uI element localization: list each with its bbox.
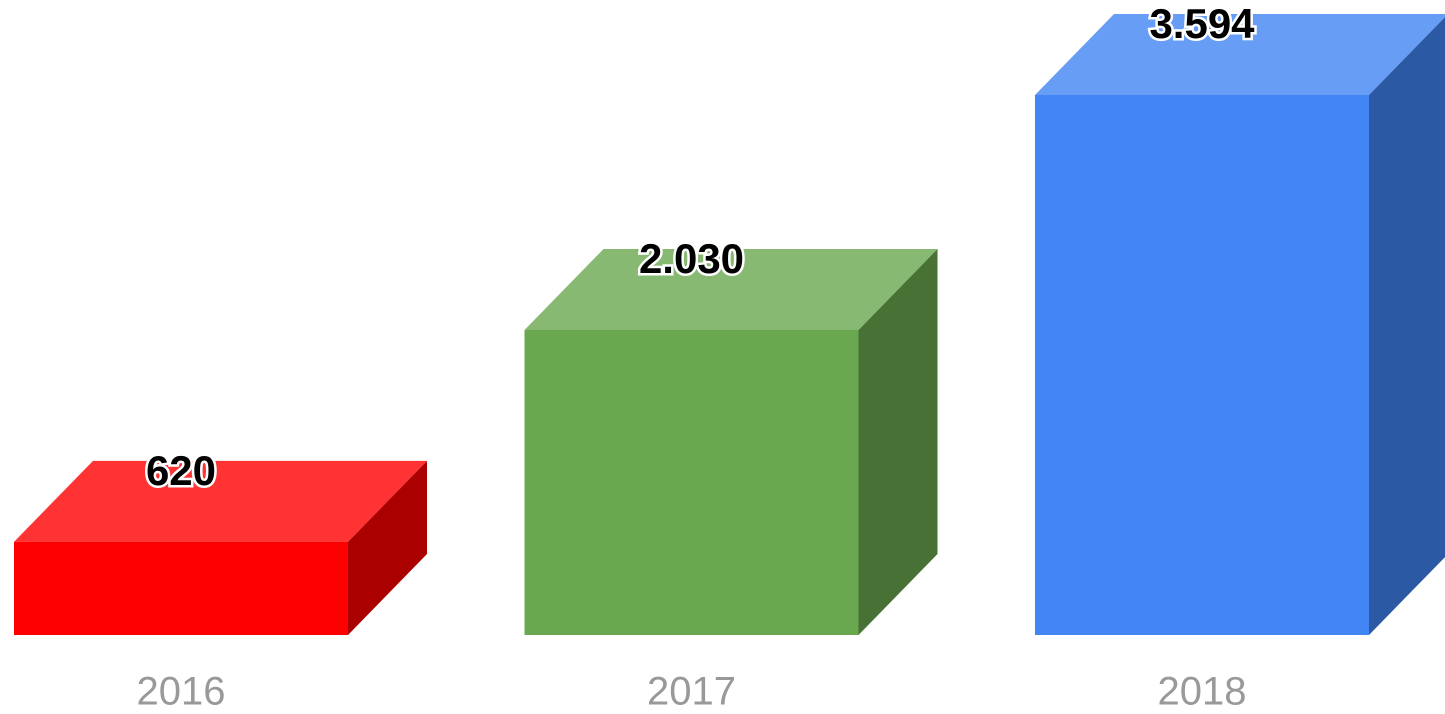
bar-top bbox=[524, 248, 938, 330]
bar-side bbox=[1369, 17, 1445, 635]
x-tick-label: 2016 bbox=[137, 670, 226, 714]
x-tick-label: 2018 bbox=[1158, 670, 1247, 714]
value-label: 2.030 bbox=[639, 235, 744, 282]
bar-side bbox=[348, 460, 427, 635]
bar-front bbox=[14, 541, 348, 635]
bar-top bbox=[1035, 14, 1445, 95]
value-label: 3.594 bbox=[1149, 0, 1255, 47]
bar-top bbox=[14, 460, 427, 542]
bar bbox=[1035, 14, 1445, 635]
bar-front bbox=[1035, 95, 1369, 635]
x-tick-label: 2017 bbox=[647, 670, 736, 714]
bar bbox=[14, 460, 427, 635]
bar bbox=[524, 248, 938, 636]
value-label: 620 bbox=[146, 447, 216, 494]
bar-side bbox=[858, 248, 938, 636]
bar-front bbox=[524, 329, 859, 635]
